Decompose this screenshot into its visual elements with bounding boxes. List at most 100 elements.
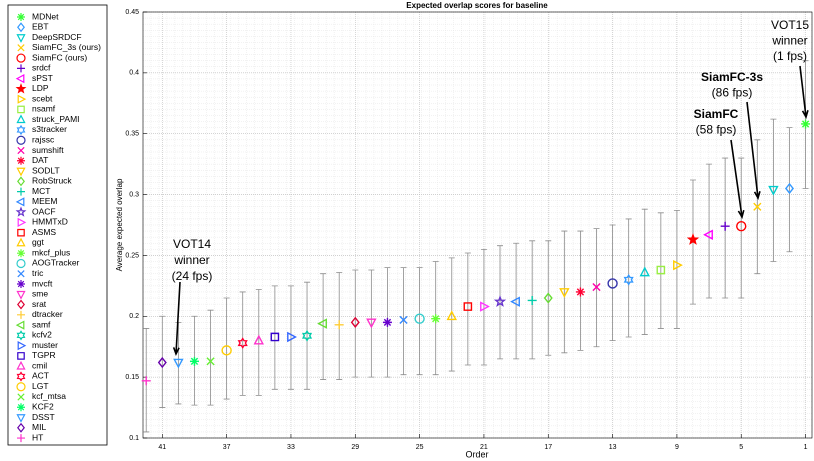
error-bar [625,218,632,338]
legend-marker [15,320,25,330]
point-marker [446,310,457,321]
annotation-text: VOT14 [173,237,211,251]
point-marker [639,266,650,277]
x-tick-label: 37 [223,444,231,451]
legend-marker [17,22,25,33]
legend-label: KCF2 [32,402,54,412]
legend-marker [17,44,25,52]
legend-marker [15,83,27,94]
legend-marker [17,187,25,196]
error-bar [513,242,520,360]
error-bar [657,212,664,329]
legend-marker [17,249,25,258]
legend-label: TGPR [32,350,56,360]
legend-marker [17,156,25,165]
point-marker [366,318,377,329]
legend-label: ASMS [32,227,56,237]
legend-label: struck_PAMI [32,114,80,124]
legend-marker [16,258,26,269]
error-bar [545,240,552,356]
legend-label: rajssc [32,134,55,144]
x-tick-label: 17 [544,444,552,451]
chart-title: Expected overlap scores for baseline [406,1,548,10]
legend-marker [16,167,26,177]
legend-marker [16,414,26,423]
legend-label: tric [32,268,44,278]
legend-marker [17,310,25,319]
point-marker [157,356,167,369]
legend-label: SiamFC (ours) [32,52,87,62]
legend-marker [17,217,27,227]
point-marker [253,334,265,345]
error-bar [287,285,294,390]
error-bar [738,157,745,299]
error-bar [480,248,487,366]
error-bar [304,281,311,390]
x-tick-label: 21 [480,444,488,451]
point-marker [607,278,618,289]
point-marker [736,221,747,232]
point-marker [753,202,762,211]
x-tick-label: 33 [287,444,295,451]
error-bar [464,252,471,366]
legend-label: LGT [32,381,49,391]
legend-label: MIL [32,422,46,432]
annotation-text: winner [771,34,807,48]
legend-label: samf [32,319,51,329]
legend-label: srdcf [32,63,51,73]
point-marker [270,332,280,342]
point-marker [623,273,634,286]
legend-label: RobStruck [32,176,72,186]
legend-marker [17,341,27,351]
legend-marker [17,146,25,155]
error-bar [641,208,648,335]
point-marker [784,182,794,195]
point-marker [703,229,713,240]
annotation-arrow [799,65,809,120]
x-tick-label: 29 [351,444,359,451]
legend-marker [16,135,26,145]
x-tick-label: 5 [739,444,743,451]
legend-label: LDP [32,83,49,93]
legend-label: kcfv2 [32,330,52,340]
legend-marker [16,124,26,136]
annotation-text: SiamFC-3s [701,70,763,84]
point-marker [414,313,425,324]
legend-label: DSST [32,412,55,422]
point-marker [527,295,537,305]
legend-label: AOGTracker [32,258,80,268]
legend-marker [15,74,25,84]
point-marker [382,317,392,327]
legend-label: cmil [32,360,47,370]
legend-marker [16,330,26,341]
legend-label: ACT [32,371,49,381]
error-bar [368,269,375,378]
error-bar [255,289,262,396]
legend-marker [17,176,25,187]
legend-label: MEEM [32,196,58,206]
error-bar [561,230,568,354]
legend-label: sme [32,289,48,299]
legend-marker [15,197,25,207]
legend-marker [17,352,25,360]
error-bar [239,291,246,396]
legend-label: EBT [32,22,49,32]
point-marker [301,329,313,342]
annotation-text: (24 fps) [172,269,213,283]
legend-label: mkcf_plus [32,247,70,257]
y-tick-label: 0.45 [125,9,139,16]
legend-label: sPST [32,73,53,83]
error-bar [352,269,359,378]
legend-label: muster [32,340,58,350]
legend-label: ggt [32,237,44,247]
point-marker [480,301,490,312]
legend-label: OACF [32,206,56,216]
point-marker [189,356,199,366]
error-bar [609,224,616,342]
legend-marker [16,237,26,247]
legend-label: HMMTxD [32,217,68,227]
legend-marker [17,403,25,412]
error-bar [497,245,504,360]
legend-label: DAT [32,155,48,165]
legend-label: srat [32,299,47,309]
